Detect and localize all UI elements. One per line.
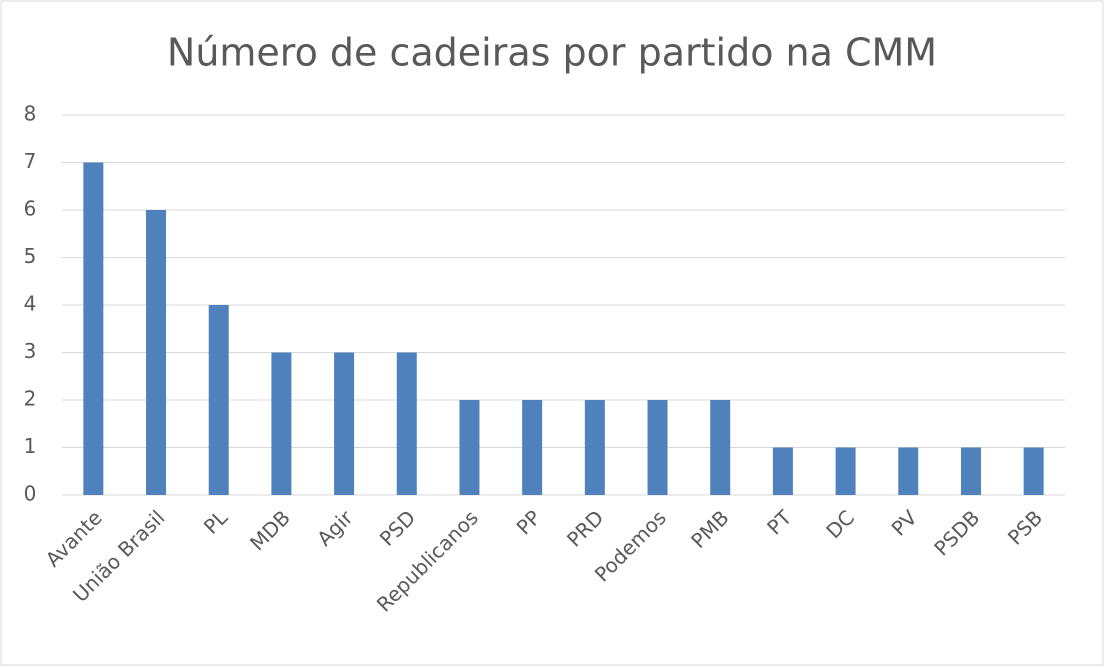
y-tick-label: 6 <box>24 197 37 221</box>
y-tick-label: 2 <box>24 387 37 411</box>
bar <box>898 447 919 495</box>
bar <box>960 447 981 495</box>
bar <box>1023 447 1044 495</box>
bar <box>396 352 417 495</box>
bar <box>208 305 229 495</box>
bar <box>647 400 668 495</box>
bar <box>522 400 543 495</box>
bar <box>835 447 856 495</box>
y-tick-label: 7 <box>24 149 37 173</box>
bar <box>584 400 605 495</box>
bar <box>146 210 167 495</box>
bar <box>83 162 104 495</box>
bar <box>772 447 793 495</box>
bar <box>710 400 731 495</box>
bar <box>459 400 480 495</box>
y-tick-label: 1 <box>24 434 37 458</box>
bar <box>271 352 292 495</box>
chart-title: Número de cadeiras por partido na CMM <box>167 31 937 75</box>
y-tick-label: 0 <box>24 482 37 506</box>
y-tick-label: 4 <box>24 292 37 316</box>
y-tick-label: 8 <box>24 102 37 126</box>
bar <box>334 352 355 495</box>
y-tick-label: 3 <box>24 339 37 363</box>
y-tick-label: 5 <box>24 244 37 268</box>
